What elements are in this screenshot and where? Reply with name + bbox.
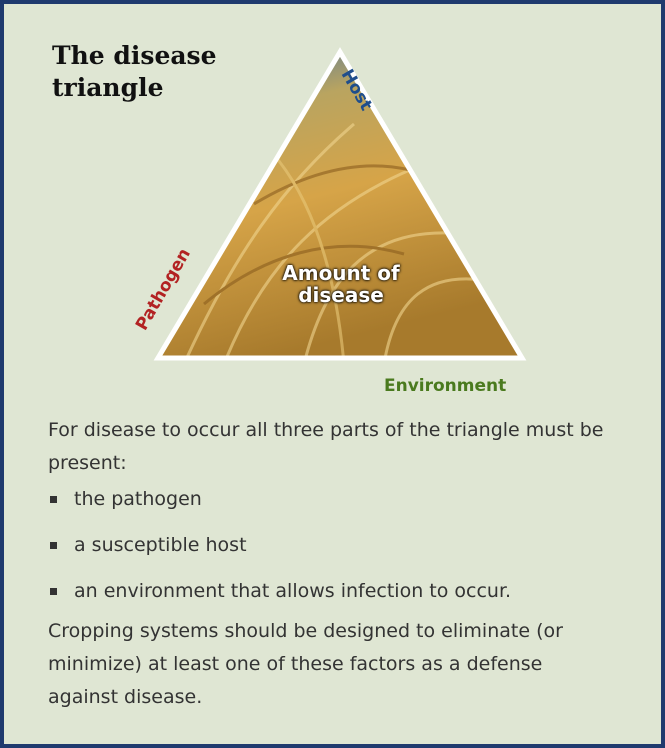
conclusion-text: Cropping systems should be designed to e… bbox=[48, 615, 608, 714]
center-label: Amount of disease bbox=[266, 262, 416, 306]
intro-text: For disease to occur all three parts of … bbox=[48, 414, 608, 480]
environment-label: Environment bbox=[384, 376, 506, 396]
bullet-item: the pathogen bbox=[48, 488, 511, 534]
panel: The disease triangle Host Pathogen Envir… bbox=[0, 0, 665, 748]
title: The disease triangle bbox=[52, 40, 252, 104]
bullet-item: a susceptible host bbox=[48, 534, 511, 580]
